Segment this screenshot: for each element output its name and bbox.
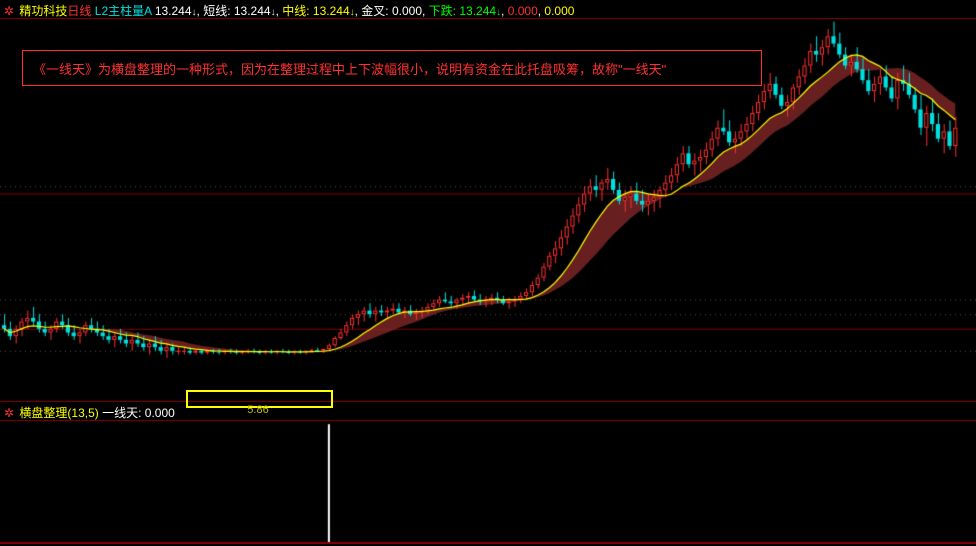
stock-name: 精功科技 [19,4,67,18]
arrow-down-icon: ↓ [350,7,355,18]
period: 日线 [67,4,91,18]
gear-icon[interactable]: ✲ [4,4,14,18]
sub-indicator-chart[interactable] [0,420,976,544]
header-bar: ✲ 精功科技日线 L2主柱量A 13.244↓, 短线: 13.244↓, 中线… [0,0,976,18]
subpanel-label: ✲ 横盘整理(13,5) 一线天: 0.000 [4,404,175,421]
tail-value: 0.000 [508,4,538,18]
arrow-down-icon: ↓ [271,7,276,18]
metric-value: 13.244 [459,4,496,18]
stage: ✲ 精功科技日线 L2主柱量A 13.244↓, 短线: 13.244↓, 中线… [0,0,976,546]
sub-value: 0.000 [145,406,175,420]
metric-label: 金叉: [361,4,392,18]
tail-value: 0.000 [544,4,574,18]
metric-value: 0.000 [392,4,422,18]
arrow-down-icon: ↓ [496,7,501,18]
metric-value: 13.244 [313,4,350,18]
metric-label: 短线: [203,4,234,18]
metric-label: 中线: [282,4,313,18]
metric-value: 13.244 [234,4,271,18]
indicator-name: L2主柱量A [95,4,152,18]
annotation-box: 《一线天》为横盘整理的一种形式，因为在整理过程中上下波幅很小，说明有资金在此托盘… [22,50,762,86]
sub-series-name: 一线天: [102,406,141,420]
gear-icon[interactable]: ✲ [4,406,14,420]
metric-label: 下跌: [429,4,460,18]
annotation-text: 《一线天》为横盘整理的一种形式，因为在整理过程中上下波幅很小，说明有资金在此托盘… [33,62,666,77]
arrow-down-icon: ↓ [192,7,197,18]
indicator-val: 13.244 [155,4,192,18]
sub-indicator-name: 横盘整理(13,5) [19,406,98,420]
highlight-label: 5.86 [247,404,268,416]
